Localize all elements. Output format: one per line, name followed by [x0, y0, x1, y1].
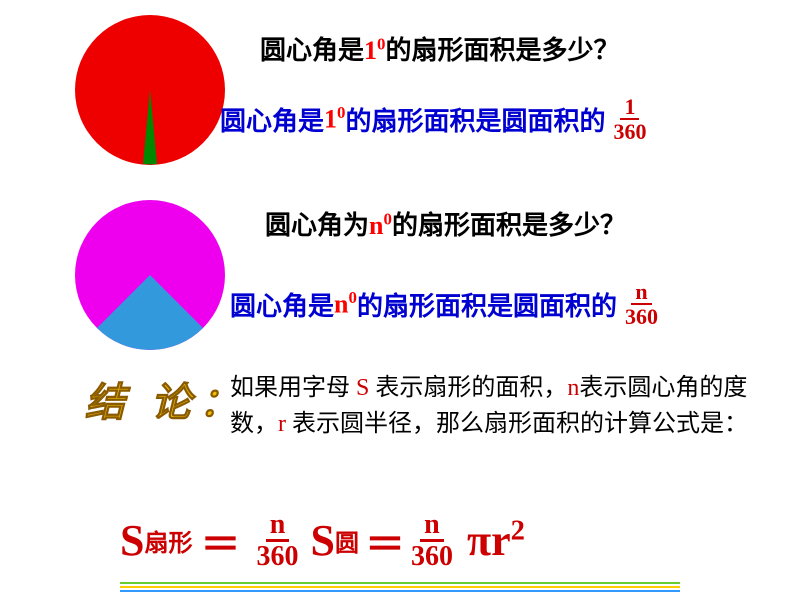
formula-S1: S: [120, 515, 144, 566]
underline-2: [120, 586, 680, 588]
underline-3: [120, 590, 680, 592]
conclusion-label: 结 论：: [85, 370, 247, 428]
answer-2: 圆心角是n0的扇形面积是圆面积的 n 360: [230, 280, 666, 328]
q2-val: n0: [369, 211, 392, 240]
q1-val: 10: [364, 36, 385, 65]
q2-prefix: 圆心角为: [265, 211, 369, 240]
question-1: 圆心角是10的扇形面积是多少？: [260, 30, 619, 67]
a1-prefix: 圆心角是: [220, 101, 324, 138]
formula-eq1: ＝: [200, 512, 240, 570]
q1-prefix: 圆心角是: [260, 36, 364, 65]
circle-magenta-diagram: [65, 190, 235, 360]
a2-val: n0: [334, 288, 357, 320]
conclusion-text: 如果用字母 S 表示扇形的面积，n表示圆心角的度数，r 表示圆半径，那么扇形面积…: [230, 370, 760, 442]
formula-sub-circle: 圆: [335, 523, 359, 558]
sector-area-formula: S扇形 ＝ n 360 S圆 ＝ n 360 πr2: [120, 510, 525, 572]
question-2: 圆心角为n0的扇形面积是多少？: [265, 205, 626, 242]
fraction-n-360: n 360: [621, 280, 662, 328]
underline-1: [120, 582, 680, 584]
a2-mid: 的扇形面积是圆面积的: [357, 286, 617, 323]
q1-suffix: 的扇形面积是多少？: [385, 36, 619, 65]
circle-red-diagram: [65, 5, 235, 175]
formula-sub-sector: 扇形: [144, 523, 192, 558]
a1-val: 10: [324, 103, 345, 135]
fraction-1-360: 1 360: [609, 95, 650, 143]
a2-prefix: 圆心角是: [230, 286, 334, 323]
formula-frac1: n 360: [252, 510, 302, 572]
a1-mid: 的扇形面积是圆面积的: [345, 101, 605, 138]
formula-pi: πr2: [467, 515, 525, 566]
q2-suffix: 的扇形面积是多少？: [392, 211, 626, 240]
formula-underlines: [120, 582, 680, 594]
formula-frac2: n 360: [407, 510, 457, 572]
formula-S2: S: [310, 515, 334, 566]
answer-1: 圆心角是10的扇形面积是圆面积的 1 360: [220, 95, 654, 143]
formula-eq2: ＝: [365, 512, 405, 570]
